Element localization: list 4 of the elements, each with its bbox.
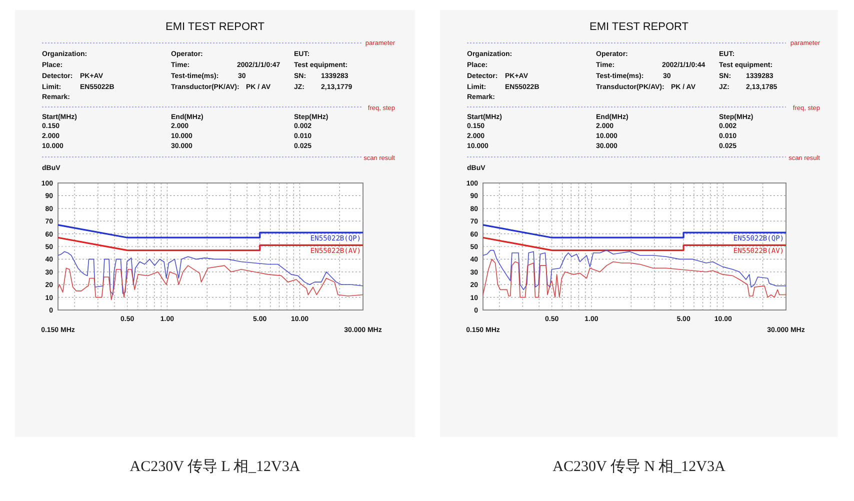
text: AC230V 传导 L 相_12V3A [130,458,300,475]
text: AC230V 传导 N 相_12V3A [552,458,726,475]
chart-title: EMI TEST REPORT [165,21,265,33]
chart-title: EMI TEST REPORT [589,21,689,33]
